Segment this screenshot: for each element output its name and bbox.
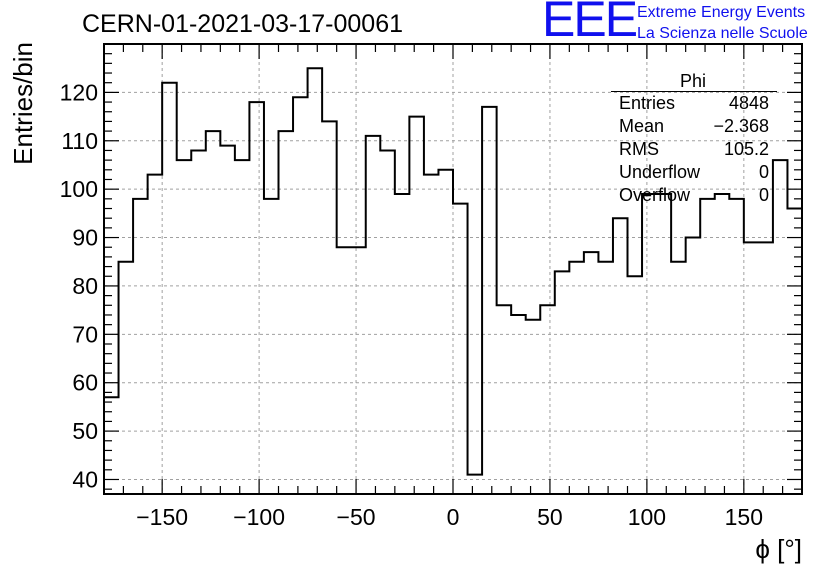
stats-label-mean: Mean <box>619 116 665 136</box>
grid-lines <box>104 44 802 494</box>
logo-subtitle-1: Extreme Energy Events <box>637 4 806 21</box>
stats-value-underflow: 0 <box>758 162 769 182</box>
y-tick-label: 110 <box>61 128 98 154</box>
y-tick-label: 90 <box>72 225 98 251</box>
x-tick-label: −50 <box>337 504 376 530</box>
x-tick-label: 100 <box>628 504 666 530</box>
x-tick-label: 150 <box>725 504 763 530</box>
stats-label-entries: Entries <box>619 93 676 113</box>
stats-label-overflow: Overflow <box>619 185 691 205</box>
axis-ticks <box>104 44 802 494</box>
x-tick-label: −150 <box>136 504 188 530</box>
y-tick-label: 100 <box>60 176 98 202</box>
stats-value-mean: −2.368 <box>713 116 769 136</box>
y-axis-label: Entries/bin <box>8 42 38 165</box>
y-tick-label: 60 <box>72 370 98 396</box>
plot-frame <box>103 43 803 495</box>
y-tick-label: 80 <box>72 273 98 299</box>
stats-title: Phi <box>680 71 707 91</box>
y-tick-label: 50 <box>72 418 98 444</box>
run-title: CERN-01-2021-03-17-00061 <box>82 10 404 38</box>
x-tick-label: −100 <box>233 504 285 530</box>
stats-label-rms: RMS <box>619 139 659 159</box>
x-axis-label: ϕ [°] <box>755 534 802 564</box>
stats-value-entries: 4848 <box>728 93 769 113</box>
stats-rule <box>611 91 777 92</box>
y-tick-label: 40 <box>72 466 98 492</box>
eee-logo: EEE <box>542 0 638 47</box>
logo-subtitle-2: La Scienza nelle Scuole <box>637 25 808 42</box>
x-tick-label: 0 <box>447 504 460 530</box>
stats-value-overflow: 0 <box>758 185 769 205</box>
histogram-line <box>104 67 803 476</box>
y-tick-label: 70 <box>72 321 98 347</box>
stats-label-underflow: Underflow <box>619 162 701 182</box>
stats-value-rms: 105.2 <box>723 139 769 159</box>
y-tick-label: 120 <box>60 79 98 105</box>
tick-labels: −150 −100 −50 0 50 100 150 40 50 60 70 80 90 100 110 12… <box>60 79 763 530</box>
x-tick-label: 50 <box>537 504 563 530</box>
